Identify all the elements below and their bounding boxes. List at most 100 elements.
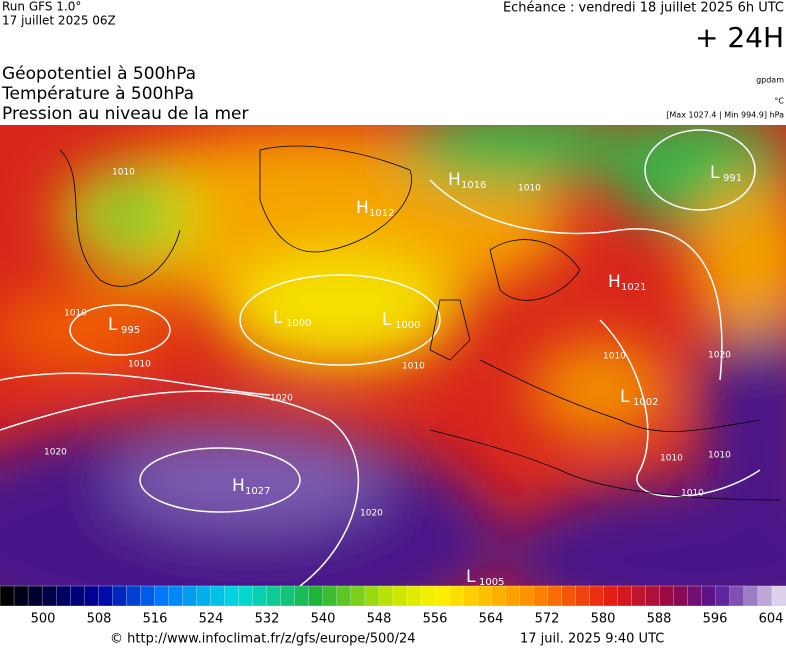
center-value: 1027	[245, 486, 270, 497]
colorbar-swatch	[252, 585, 268, 607]
colorbar-swatch	[308, 585, 324, 607]
center-value: 1016	[461, 180, 486, 191]
center-value: 1000	[286, 318, 311, 329]
lead-time: + 24H	[695, 21, 784, 54]
colorbar-swatch	[533, 585, 549, 607]
colorbar-swatch	[420, 585, 436, 607]
colorbar-swatch	[701, 585, 717, 607]
isobar-label: 1010	[603, 352, 626, 362]
colorbar-swatch	[434, 585, 450, 607]
center-letter: L	[108, 315, 118, 335]
colorbar-swatch	[224, 585, 240, 607]
colorbar-label: 540	[311, 612, 336, 627]
center-value: 1021	[621, 282, 646, 293]
colorbar-swatch	[378, 585, 394, 607]
colorbar-swatch	[98, 585, 113, 607]
colorbar-swatch	[392, 585, 408, 607]
colorbar-swatch	[687, 585, 703, 607]
colorbar-swatch	[757, 585, 773, 607]
colorbar-swatch	[182, 585, 198, 607]
isobar-label: 1010	[112, 168, 135, 178]
isobar-label: 1010	[681, 489, 704, 499]
center-value: 991	[723, 173, 742, 184]
colorbar-label: 564	[479, 612, 504, 627]
map	[0, 125, 786, 586]
center-letter: L	[620, 387, 630, 407]
center-letter: L	[466, 567, 476, 587]
colorbar-swatch	[519, 585, 535, 607]
colorbar-label: 532	[255, 612, 280, 627]
coastlines	[59, 145, 781, 501]
isobar-label: 1020	[44, 448, 67, 458]
colorbar-label: 596	[703, 612, 728, 627]
center-value: 995	[121, 325, 140, 336]
isobar-label: 1010	[660, 454, 683, 464]
colorbar-swatch	[477, 585, 492, 607]
colorbar-swatch	[729, 585, 745, 607]
colorbar-label: 548	[367, 612, 392, 627]
colorbar-swatch	[168, 585, 184, 607]
colorbar-swatch	[771, 585, 786, 607]
isobar-label: 1020	[270, 394, 293, 404]
colorbar-swatch	[575, 585, 591, 607]
center-value: 1000	[395, 320, 420, 331]
colorbar-swatch	[617, 585, 633, 607]
forecast-time: Echéance : vendredi 18 juillet 2025 6h U…	[503, 1, 784, 16]
colorbar-swatch	[350, 585, 366, 607]
isobar-label: 1010	[518, 184, 541, 194]
pressure-range: [Max 1027.4 | Min 994.9] hPa	[666, 111, 784, 120]
colorbar-swatch	[336, 585, 352, 607]
colorbar-swatch	[0, 585, 15, 607]
center-value: 1002	[633, 397, 658, 408]
center-letter: H	[232, 476, 245, 496]
colorbar-swatch	[27, 585, 43, 607]
colorbar-swatch	[84, 585, 99, 607]
colorbar-label: 580	[591, 612, 616, 627]
colorbar-swatch	[715, 585, 731, 607]
colorbar-swatch	[631, 585, 647, 607]
colorbar-swatch	[196, 585, 212, 607]
center-letter: L	[273, 308, 283, 328]
run-label: Run GFS 1.0°	[2, 0, 81, 14]
colorbar-swatch	[55, 585, 71, 607]
isobar-label: 1010	[128, 360, 151, 370]
colorbar-label: 588	[647, 612, 672, 627]
colorbar-swatch	[491, 585, 506, 607]
colorbar-swatch	[280, 585, 296, 607]
footer-time: 17 juil. 2025 9:40 UTC	[520, 632, 664, 647]
footer-url: © http://www.infoclimat.fr/z/gfs/europe/…	[110, 632, 416, 647]
isobars	[0, 129, 761, 586]
colorbar-swatch	[589, 585, 605, 607]
colorbar: 500 508 516 524 532 540 548 556 564 572 580 588 596 6…	[0, 585, 786, 627]
isobar-label: 1010	[64, 309, 87, 319]
colorbar-swatch	[364, 585, 380, 607]
colorbar-label: 572	[535, 612, 560, 627]
isobar-label: 1010	[402, 362, 425, 372]
colorbar-swatch	[603, 585, 619, 607]
isobar-label: 1010	[708, 451, 731, 461]
unit-geo: gpdam	[756, 76, 784, 85]
colorbar-swatch	[673, 585, 689, 607]
colorbar-label: 500	[31, 612, 56, 627]
colorbar-swatch	[743, 585, 759, 607]
colorbar-swatch	[322, 585, 338, 607]
colorbar-swatch	[561, 585, 577, 607]
center-letter: H	[608, 272, 621, 292]
center-value: 1005	[479, 577, 504, 588]
colorbar-label: 604	[759, 612, 784, 627]
colorbar-swatch	[294, 585, 310, 607]
colorbar-swatch	[41, 585, 57, 607]
colorbar-swatch	[70, 585, 85, 607]
colorbar-swatch	[112, 585, 127, 607]
center-letter: L	[382, 310, 392, 330]
colorbar-swatch	[659, 585, 675, 607]
isobar-label: 1020	[708, 351, 731, 361]
legend-temperature: Température à 500hPa	[1, 84, 194, 104]
colorbar-swatch	[463, 585, 478, 607]
colorbar-swatch	[238, 585, 254, 607]
colorbar-label: 556	[423, 612, 448, 627]
colorbar-swatch	[645, 585, 661, 607]
colorbar-swatch	[547, 585, 563, 607]
colorbar-swatch	[406, 585, 422, 607]
